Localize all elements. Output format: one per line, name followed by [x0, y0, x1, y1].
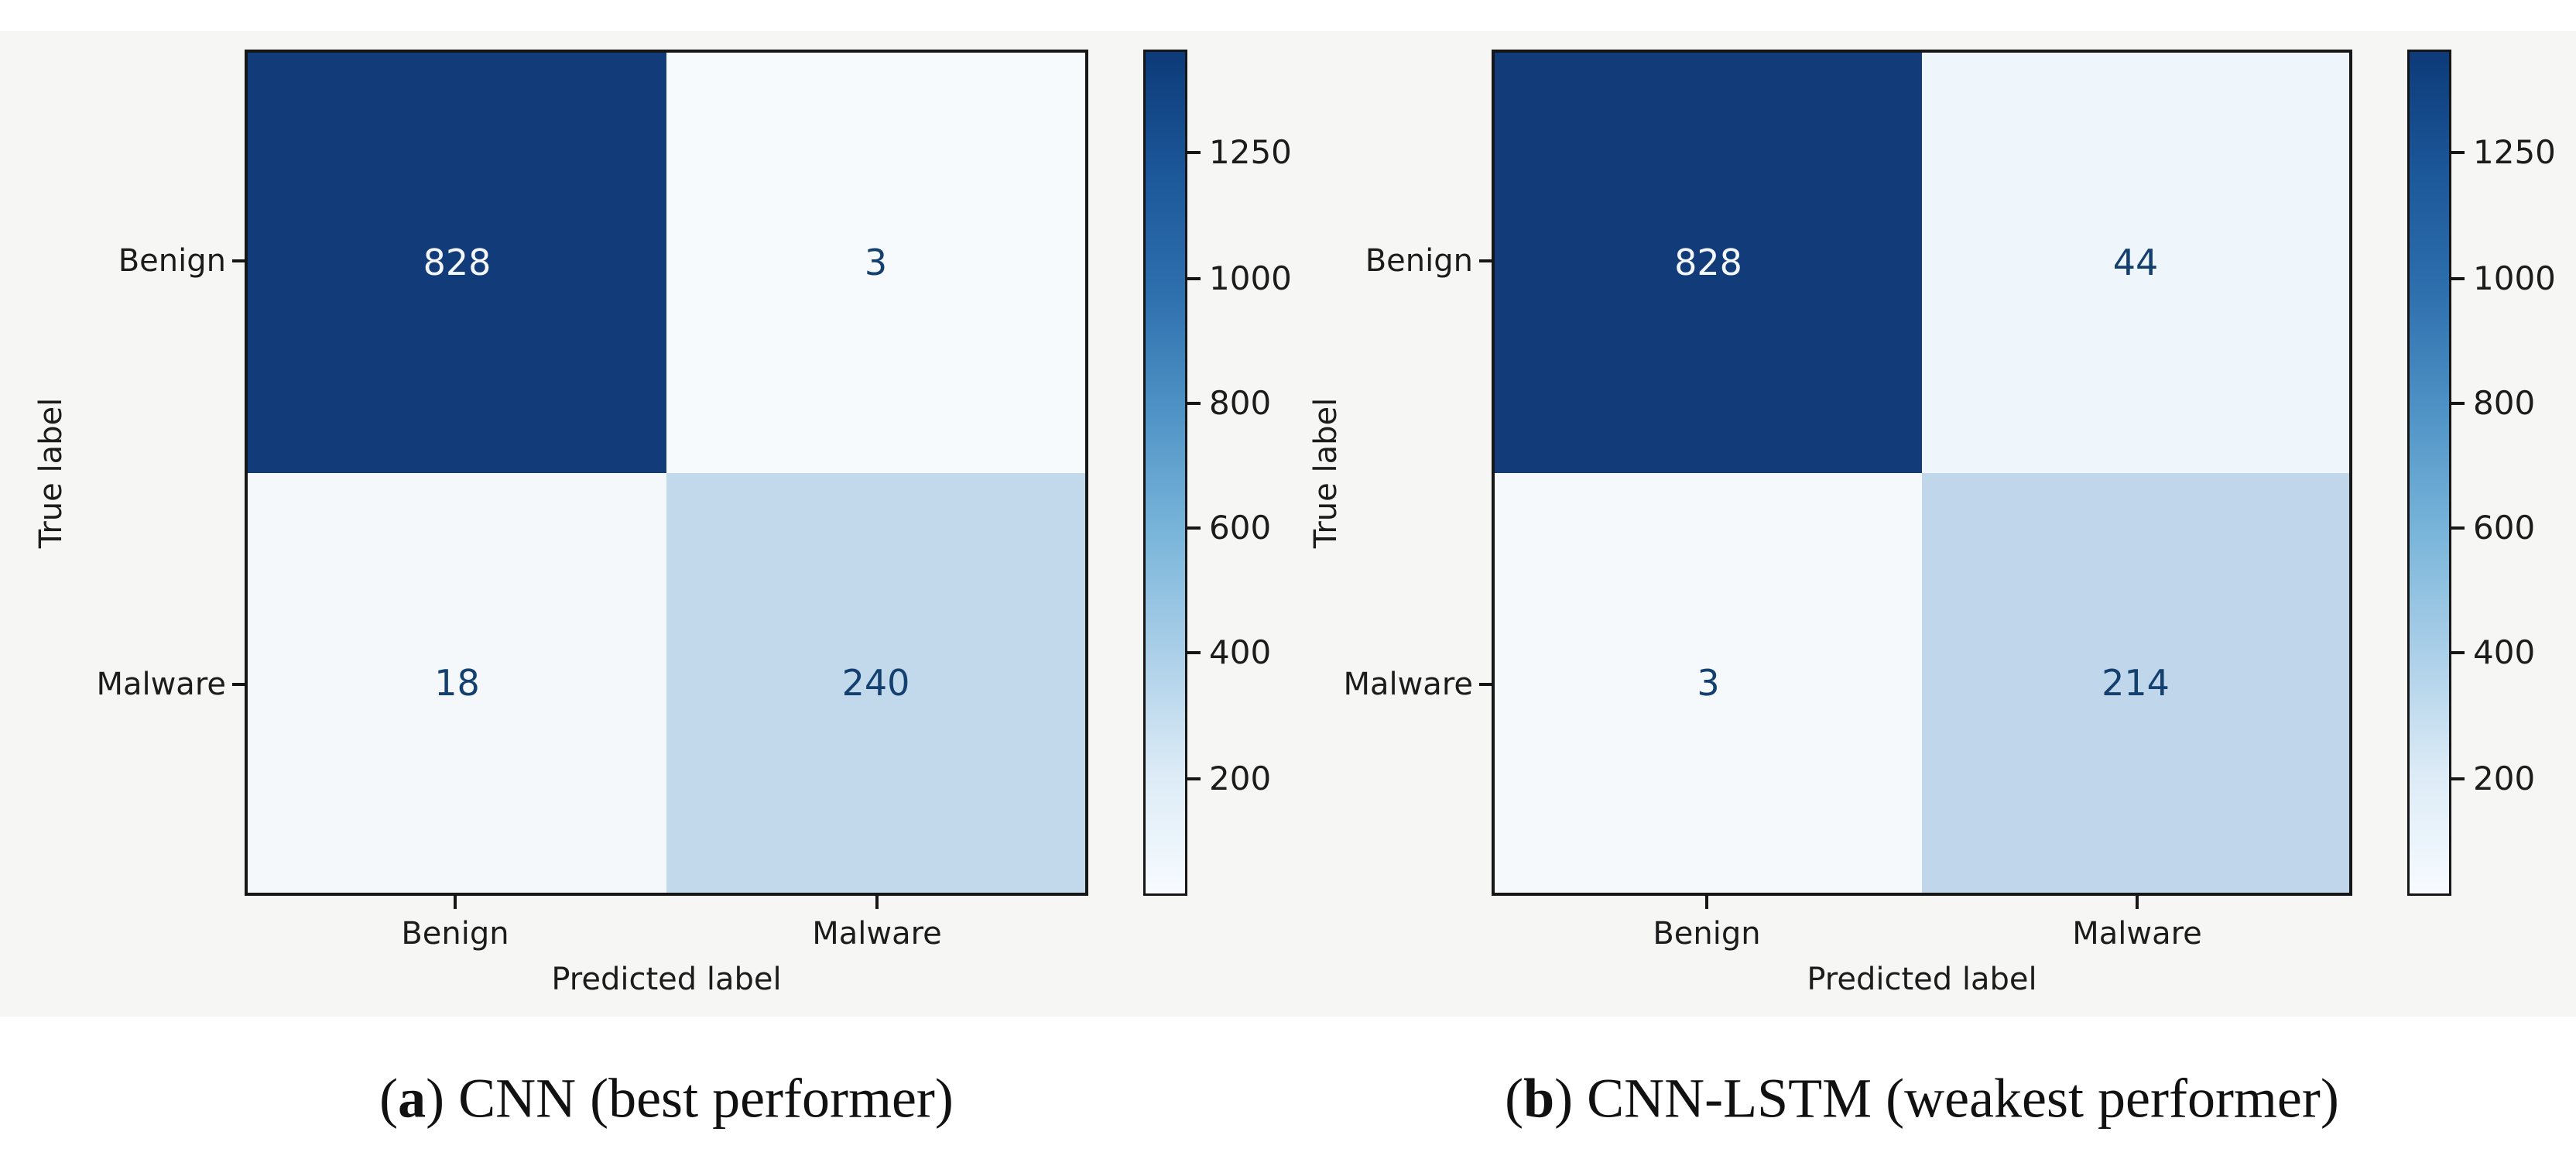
colorbar-tick-label: 400	[1209, 633, 1272, 671]
cell-value: 828	[1674, 242, 1742, 284]
caption-text: ) CNN (best performer)	[426, 1067, 954, 1130]
x-tick-label-malware: Malware	[812, 916, 942, 952]
colorbar-tick-label: 200	[1209, 760, 1272, 797]
colorbar-tick-mark	[2451, 402, 2465, 405]
y-tick-label-benign: Benign	[118, 243, 226, 279]
colorbar-tick-label: 1000	[2473, 259, 2556, 297]
x-tick-label-malware: Malware	[2072, 916, 2202, 952]
matrix-b-cell-true-benign-pred-malware: 44	[1922, 53, 2349, 473]
x-tick-label-benign: Benign	[1653, 916, 1761, 952]
colorbar-tick-label: 800	[2473, 384, 2536, 422]
cell-value: 18	[434, 661, 480, 704]
colorbar-tick-mark	[1187, 277, 1201, 280]
colorbar-tick-label: 200	[2473, 760, 2536, 797]
x-tick-mark	[2136, 896, 2139, 909]
colorbar-tick-label: 400	[2473, 633, 2536, 671]
y-tick-mark	[232, 683, 245, 686]
cell-value: 240	[841, 661, 910, 704]
matrix-a-cell-true-benign-pred-malware: 3	[666, 53, 1085, 473]
y-axis-label: True label	[33, 397, 69, 549]
colorbar-tick-label: 1250	[1209, 133, 1292, 171]
colorbar-tick-mark	[2451, 526, 2465, 530]
matrix-b-cell-true-benign-pred-benign: 828	[1495, 53, 1922, 473]
colorbar-tick-mark	[2451, 151, 2465, 154]
colorbar-tick-mark	[1187, 651, 1201, 654]
caption-open-paren: (	[1505, 1067, 1524, 1130]
confusion-matrix-a: 828 3 18 240	[245, 50, 1088, 896]
cell-value: 828	[423, 242, 492, 284]
cell-value: 44	[2112, 242, 2159, 284]
x-tick-label-benign: Benign	[401, 916, 509, 952]
caption-marker: b	[1523, 1067, 1555, 1130]
colorbar-tick-label: 600	[2473, 509, 2536, 547]
x-axis-label: Predicted label	[551, 962, 782, 997]
y-tick-mark	[1479, 683, 1492, 686]
colorbar-tick-mark	[1187, 526, 1201, 530]
cell-value: 3	[864, 242, 888, 284]
colorbar-tick-label: 1250	[2473, 133, 2556, 171]
matrix-b-cell-true-malware-pred-malware: 214	[1922, 472, 2349, 893]
caption-a: (a) CNN (best performer)	[379, 1068, 954, 1129]
colorbar-b	[2407, 50, 2451, 896]
caption-b: (b) CNN-LSTM (weakest performer)	[1505, 1068, 2339, 1129]
x-tick-mark	[1705, 896, 1708, 909]
caption-marker: a	[398, 1067, 426, 1130]
colorbar-tick-mark	[2451, 777, 2465, 780]
matrix-a-cell-true-malware-pred-malware: 240	[666, 472, 1085, 893]
colorbar-tick-label: 800	[1209, 384, 1272, 422]
y-tick-label-benign: Benign	[1365, 243, 1473, 279]
matrix-b-cell-true-malware-pred-benign: 3	[1495, 472, 1922, 893]
caption-open-paren: (	[379, 1067, 399, 1130]
colorbar-tick-mark	[1187, 777, 1201, 780]
colorbar-tick-mark	[2451, 277, 2465, 280]
y-tick-label-malware: Malware	[1343, 667, 1473, 702]
colorbar-tick-mark	[1187, 402, 1201, 405]
x-axis-label: Predicted label	[1807, 962, 2037, 997]
matrix-a-cell-true-benign-pred-benign: 828	[248, 53, 666, 473]
y-tick-label-malware: Malware	[96, 667, 226, 702]
confusion-matrix-b: 828 44 3 214	[1492, 50, 2352, 896]
caption-text: ) CNN-LSTM (weakest performer)	[1554, 1067, 2339, 1130]
y-tick-mark	[1479, 259, 1492, 262]
colorbar-a	[1143, 50, 1187, 896]
y-axis-label: True label	[1308, 397, 1344, 549]
colorbar-tick-label: 600	[1209, 509, 1272, 547]
y-tick-mark	[232, 259, 245, 262]
cell-value: 214	[2102, 661, 2170, 704]
cell-value: 3	[1697, 661, 1720, 704]
matrix-a-cell-true-malware-pred-benign: 18	[248, 472, 666, 893]
colorbar-tick-mark	[2451, 651, 2465, 654]
x-tick-mark	[875, 896, 879, 909]
colorbar-tick-mark	[1187, 151, 1201, 154]
colorbar-tick-label: 1000	[1209, 259, 1292, 297]
x-tick-mark	[454, 896, 457, 909]
